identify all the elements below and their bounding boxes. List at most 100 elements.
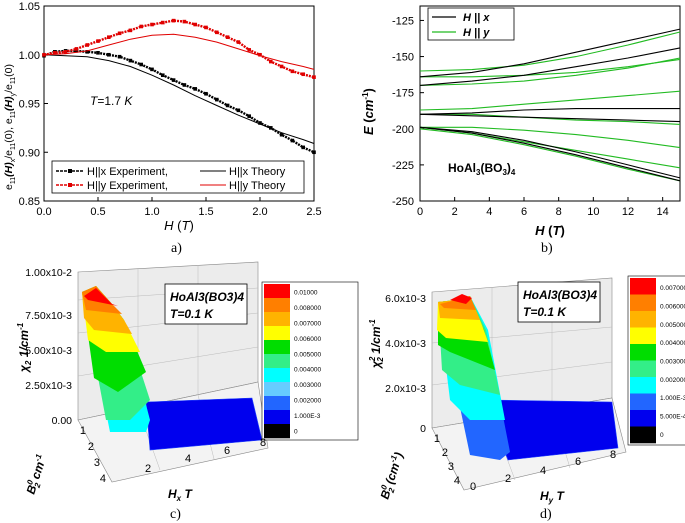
panel-c-x-ticks: 2 4 6 8 — [145, 437, 266, 475]
colorbar-label: 0.003000 — [660, 359, 685, 366]
x-tick-label: 1.0 — [144, 206, 159, 218]
data-point — [150, 22, 154, 27]
z-tick-label: 6.0x10-3 — [385, 293, 426, 305]
z-tick-label: 2.0x10-3 — [385, 383, 426, 395]
data-point — [128, 58, 133, 63]
data-point — [215, 97, 219, 102]
y-tick-label: 2 — [88, 441, 94, 453]
colorbar-swatch — [264, 284, 290, 299]
colorbar-swatch — [264, 410, 290, 425]
z-tick-label: 0 — [420, 423, 426, 435]
y-tick-label: -175 — [392, 88, 414, 100]
colorbar-swatch — [630, 344, 656, 361]
x-tick-label: 8 — [556, 206, 562, 218]
panel-c-ylabel: B02 cm-1 — [23, 452, 52, 496]
data-point — [161, 73, 165, 78]
y-tick-label: -125 — [392, 15, 414, 27]
data-point — [85, 43, 89, 47]
colorbar-label: 1.000E-3 — [294, 413, 321, 420]
panel-d-ylabel: B02 (cm-1) — [377, 450, 408, 501]
y-tick-label: 0.85 — [19, 196, 40, 208]
panel-c-colorbar: 0.01000 0.008000 0.007000 0.006000 0.005000 0… — [261, 281, 359, 441]
colorbar-swatch — [630, 327, 656, 345]
data-point — [171, 78, 176, 82]
colorbar-label: 0.003000 — [294, 382, 321, 389]
panel-d-annotation-2: T=0.1 K — [523, 305, 567, 319]
data-point — [193, 87, 197, 91]
data-point — [204, 91, 208, 96]
colorbar-label: 0.004000 — [660, 340, 685, 347]
series-line-3 — [43, 33, 315, 70]
data-point — [247, 48, 251, 52]
level-hy-4 — [420, 113, 681, 125]
x-tick-label: 14 — [657, 206, 669, 218]
legend-label-hy: H || y — [463, 27, 490, 39]
z-tick-label: 0.00 — [52, 415, 73, 427]
x-tick-label: 6 — [575, 456, 581, 468]
data-point — [96, 51, 100, 55]
colorbar-swatch — [630, 294, 656, 312]
data-point — [236, 108, 241, 113]
series-line-2 — [43, 19, 315, 79]
data-point — [74, 47, 79, 51]
series-line-0 — [43, 49, 315, 154]
data-point — [182, 19, 187, 24]
x-tick-label: 4 — [486, 206, 492, 218]
panel-a-x-ticks: 0.0 0.5 1.0 1.5 2.0 2.5 — [36, 197, 322, 218]
panel-d-caption: d) — [540, 507, 552, 522]
y-tick-label: -150 — [392, 52, 414, 64]
data-point — [128, 28, 133, 33]
y-tick-label: 0.90 — [19, 147, 40, 159]
data-point — [204, 25, 208, 30]
data-point — [215, 30, 219, 35]
x-tick-label: 1.5 — [198, 206, 213, 218]
data-point — [301, 72, 305, 77]
panel-a-xlabel: H (T) — [164, 218, 194, 233]
panel-b-ylabel: E (cm-1) — [361, 88, 376, 135]
panel-d-annotation-1: HoAl3(BO3)4 — [523, 288, 597, 302]
level-hx-1 — [419, 47, 681, 86]
colorbar-swatch — [264, 396, 290, 411]
data-point — [85, 50, 89, 54]
data-point — [312, 75, 316, 79]
x-tick-label: 8 — [610, 449, 616, 461]
data-point — [150, 67, 154, 72]
data-point — [247, 114, 251, 118]
panel-b-xlabel: H (T) — [535, 223, 565, 238]
level-hx-3 — [419, 113, 681, 123]
panel-b-series — [419, 28, 681, 182]
x-tick-label: 2.0 — [252, 206, 267, 218]
colorbar-label: 0.004000 — [294, 367, 321, 374]
panel-c-z-ticks: 0.00 2.50x10-3 5.00x10-3 7.50x10-3 1.00x10-2 — [25, 267, 72, 427]
y-tick-label: 1 — [434, 433, 440, 445]
panel-d-annotation-box — [517, 281, 601, 323]
colorbar-swatch — [264, 326, 290, 341]
x-tick-label: 2.5 — [306, 206, 321, 218]
panel-d-colorbar: 0.007000 0.006000 0.005000 0.004000 0.003000… — [627, 275, 685, 446]
panel-c: 0.01000 0.008000 0.007000 0.006000 0.005000 0… — [16, 261, 359, 522]
y-tick-label: 3 — [448, 461, 454, 473]
data-point — [107, 52, 111, 57]
level-hy-5 — [420, 126, 681, 149]
colorbar-label: 0.002000 — [294, 398, 321, 405]
data-point — [117, 54, 122, 59]
panel-c-annotation-1: HoAl3(BO3)4 — [170, 290, 244, 304]
y-tick-label: -250 — [392, 196, 414, 208]
colorbar-swatch — [264, 340, 290, 355]
panel-d-xlabel: Hy T — [540, 489, 565, 505]
panel-b-caption: b) — [541, 241, 553, 256]
y-tick-label: 3 — [94, 457, 100, 469]
panel-b-legend — [427, 7, 515, 41]
panel-c-caption: c) — [170, 507, 181, 522]
z-tick-label: 7.50x10-3 — [25, 310, 72, 322]
y-tick-label: 4 — [100, 473, 106, 485]
level-hx-2 — [419, 108, 680, 115]
y-tick-label: 1.05 — [19, 1, 40, 13]
x-tick-label: 6 — [224, 445, 230, 457]
panel-b-frame — [419, 5, 681, 202]
panel-a-annotation: T=1.7 K — [90, 94, 133, 108]
panel-c-zlabel: χ2 1/cm-1 — [16, 322, 33, 374]
panel-a-ylabel: e11(H)x/e11(0), e11(H)y/e11(0) — [3, 64, 17, 190]
panel-a-legend — [51, 160, 305, 194]
